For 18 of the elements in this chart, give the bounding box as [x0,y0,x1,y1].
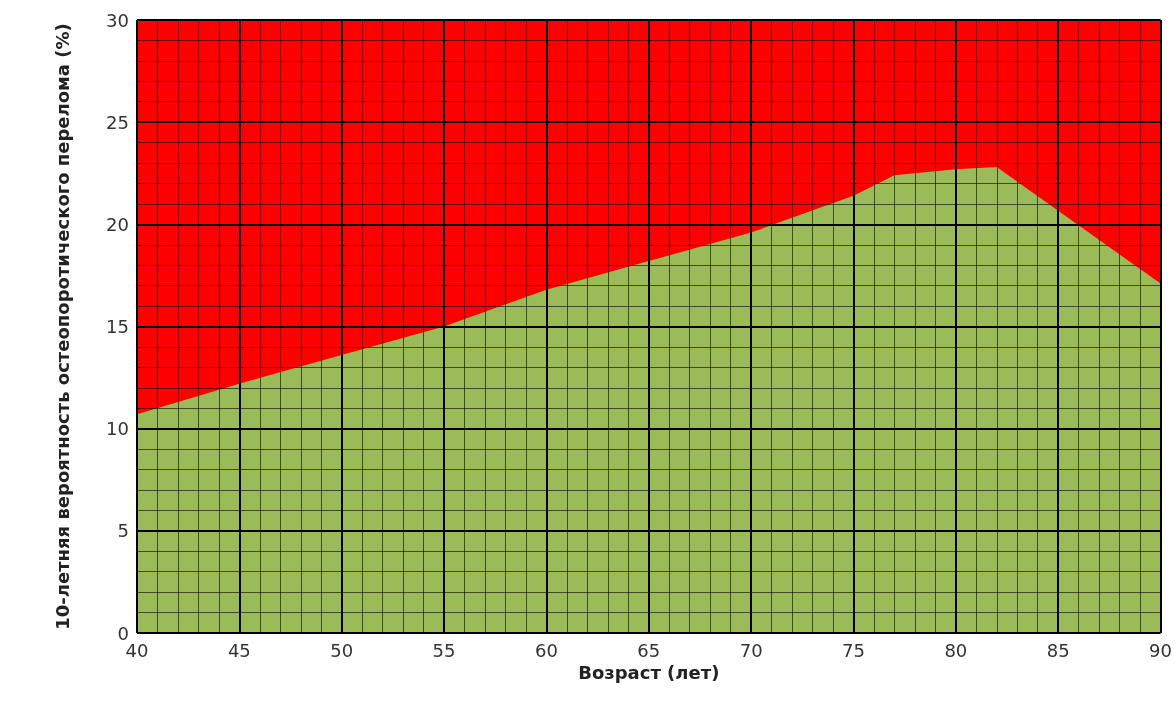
y-axis-title: 10-летняя вероятность остеопоротического перелома (%) [51,23,73,630]
x-tick-label: 70 [739,639,763,661]
y-tick-label: 30 [106,9,129,31]
y-tick-label: 5 [117,520,129,542]
y-tick-label: 20 [106,213,129,235]
x-tick-label: 60 [534,639,558,661]
x-tick-label: 45 [227,639,251,661]
x-tick-label: 80 [944,639,968,661]
y-tick-label: 10 [106,418,129,440]
x-tick-label: 50 [330,639,354,661]
x-tick-label: 85 [1046,639,1070,661]
x-tick-label: 55 [432,639,456,661]
x-axis-title: Возраст (лет) [578,662,720,684]
y-tick-label: 25 [106,111,129,133]
x-tick-label: 75 [842,639,865,661]
x-tick-label: 65 [637,639,661,661]
x-tick-label: 90 [1149,639,1172,661]
y-tick-label: 15 [106,316,129,337]
